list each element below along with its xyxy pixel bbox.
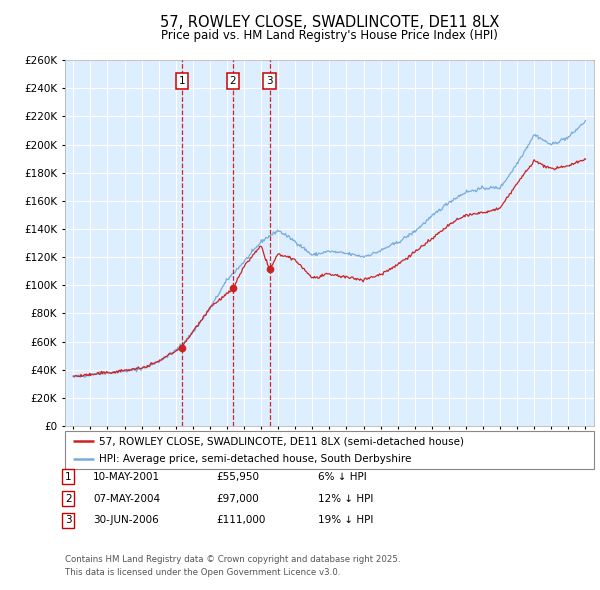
Text: 6% ↓ HPI: 6% ↓ HPI [318,472,367,481]
Text: 2: 2 [230,76,236,86]
Text: £111,000: £111,000 [216,516,265,525]
Text: 1: 1 [65,472,71,481]
Text: 2: 2 [65,494,71,503]
Text: 12% ↓ HPI: 12% ↓ HPI [318,494,373,503]
Text: Contains HM Land Registry data © Crown copyright and database right 2025.: Contains HM Land Registry data © Crown c… [65,555,400,564]
Text: £55,950: £55,950 [216,472,259,481]
Text: HPI: Average price, semi-detached house, South Derbyshire: HPI: Average price, semi-detached house,… [99,454,412,464]
Text: Price paid vs. HM Land Registry's House Price Index (HPI): Price paid vs. HM Land Registry's House … [161,29,498,42]
Text: 3: 3 [65,516,71,525]
Text: 1: 1 [179,76,185,86]
Text: 3: 3 [266,76,273,86]
FancyBboxPatch shape [65,431,594,469]
Text: 19% ↓ HPI: 19% ↓ HPI [318,516,373,525]
Text: 07-MAY-2004: 07-MAY-2004 [93,494,160,503]
Text: 10-MAY-2001: 10-MAY-2001 [93,472,160,481]
Text: This data is licensed under the Open Government Licence v3.0.: This data is licensed under the Open Gov… [65,568,340,577]
Text: 57, ROWLEY CLOSE, SWADLINCOTE, DE11 8LX (semi-detached house): 57, ROWLEY CLOSE, SWADLINCOTE, DE11 8LX … [99,437,464,447]
Text: £97,000: £97,000 [216,494,259,503]
Text: 30-JUN-2006: 30-JUN-2006 [93,516,159,525]
Text: 57, ROWLEY CLOSE, SWADLINCOTE, DE11 8LX: 57, ROWLEY CLOSE, SWADLINCOTE, DE11 8LX [160,15,499,30]
